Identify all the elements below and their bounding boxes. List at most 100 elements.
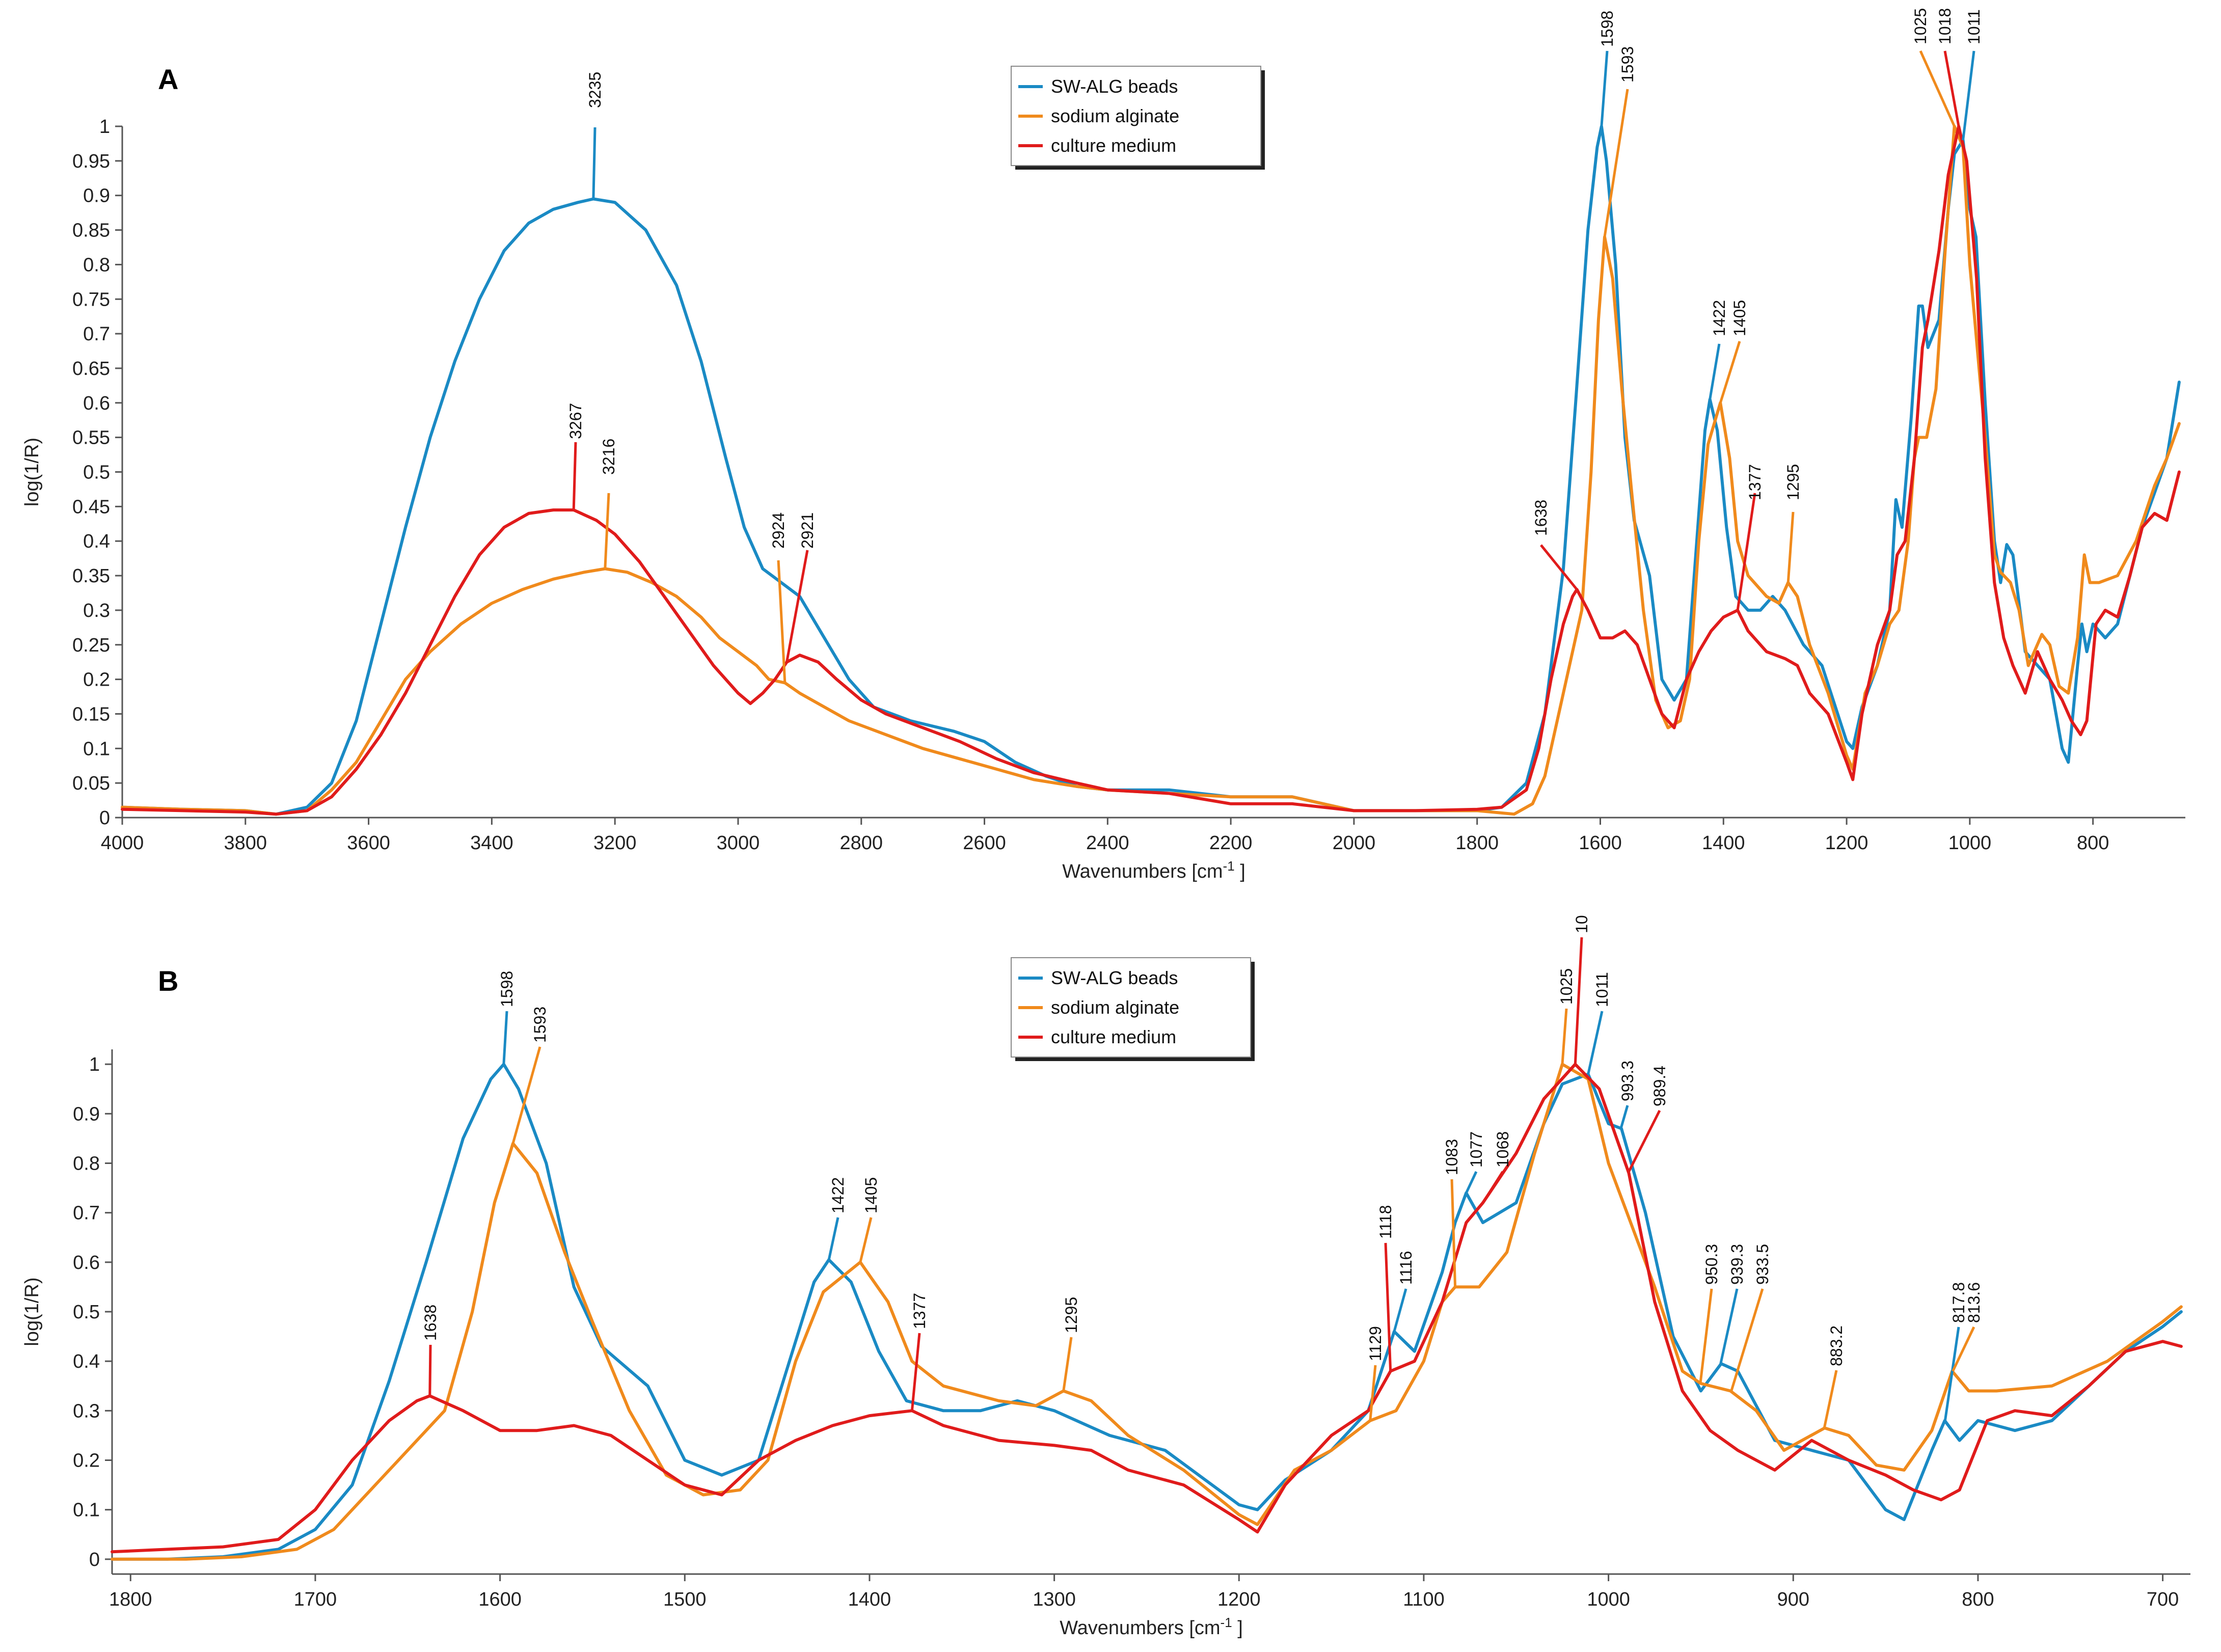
y-tick-label: 0.5	[73, 1302, 100, 1323]
x-tick-label: 700	[2147, 1589, 2179, 1610]
peak-label: 1068	[1494, 1131, 1512, 1168]
x-tick-label: 800	[1962, 1589, 1994, 1610]
y-tick-label: 0	[99, 807, 110, 829]
peak-label: 1593	[1618, 46, 1637, 83]
y-tick-label: 0.05	[72, 773, 110, 794]
peak-label: 1011	[1965, 9, 1983, 44]
peak-leader-line	[592, 127, 597, 199]
peak-leader-line	[1393, 1288, 1407, 1332]
peak-label: 1025	[1557, 968, 1576, 1005]
peak-label: 1638	[1532, 500, 1550, 536]
series-line-sodium-alginate	[111, 1063, 2183, 1561]
y-tick-label: 0.6	[73, 1252, 100, 1274]
x-tick-label: 1000	[1948, 832, 1992, 854]
x-tick-label: 3200	[593, 832, 637, 854]
y-tick-label: 0.55	[72, 427, 110, 449]
x-tick-label: 4000	[101, 832, 144, 854]
peak-label: 1377	[910, 1293, 929, 1329]
peak-leader-line	[1919, 50, 1956, 127]
peak-label: 3235	[586, 72, 604, 108]
y-tick-label: 0	[89, 1549, 100, 1570]
peak-label: 10	[1573, 915, 1591, 933]
peak-label: 1083	[1443, 1139, 1461, 1175]
y-tick-label: 0.85	[72, 220, 110, 241]
x-tick-label: 1800	[109, 1589, 152, 1610]
peak-label: 1295	[1784, 464, 1802, 500]
series-line-sw-alg-beads	[111, 1063, 2183, 1561]
peak-label: 939.3	[1728, 1244, 1746, 1285]
peak-label: 813.6	[1965, 1282, 1983, 1323]
peak-leader-line	[1561, 1008, 1568, 1065]
panel-letter: A	[158, 63, 178, 95]
legend-box	[1011, 66, 1261, 166]
peak-leader-line	[572, 442, 577, 510]
y-tick-label: 0.7	[83, 323, 110, 345]
peak-leader-line	[1943, 1326, 1960, 1421]
x-tick-label: 3000	[717, 832, 760, 854]
peak-leader-line	[604, 493, 610, 569]
peak-leader-line	[1062, 1337, 1073, 1391]
peak-label: 1077	[1467, 1131, 1485, 1168]
peak-label: 1638	[421, 1305, 440, 1341]
peak-leader-line	[1699, 1288, 1713, 1384]
x-tick-label: 1200	[1825, 832, 1868, 854]
x-axis-label: Wavenumbers [cm-1 ]	[1062, 858, 1245, 882]
x-tick-label: 3400	[470, 832, 513, 854]
y-tick-label: 0.3	[83, 600, 110, 621]
series-line-culture-medium	[121, 125, 2181, 816]
x-tick-label: 1700	[294, 1589, 337, 1610]
peak-label: 1405	[862, 1177, 880, 1213]
x-tick-label: 1000	[1587, 1589, 1630, 1610]
legend: SW-ALG beads sodium alginate culture mediu…	[1011, 957, 1255, 1061]
legend-entry: SW-ALG beads	[1051, 967, 1178, 988]
series-line-culture-medium	[111, 1063, 2183, 1554]
peak-leader-line	[1600, 50, 1609, 127]
peak-label: 1422	[1710, 300, 1728, 336]
peak-label: 1598	[1598, 11, 1616, 47]
y-tick-label: 1	[99, 116, 110, 138]
y-tick-label: 0.4	[83, 531, 110, 552]
y-tick-label: 0.65	[72, 358, 110, 380]
peak-leader-line	[1369, 1365, 1377, 1421]
x-tick-label: 2800	[839, 832, 883, 854]
y-tick-label: 0.1	[73, 1500, 100, 1521]
legend-entry: culture medium	[1051, 135, 1176, 156]
peak-label: 933.5	[1753, 1244, 1772, 1285]
y-tick-label: 0.9	[73, 1103, 100, 1125]
peak-leader-line	[1952, 1326, 1975, 1372]
peak-leader-line	[1603, 89, 1629, 237]
peak-leader-line	[827, 1217, 839, 1260]
peak-label: 3267	[566, 403, 585, 439]
y-tick-label: 0.9	[83, 185, 110, 207]
y-tick-label: 0.3	[73, 1400, 100, 1422]
y-tick-label: 0.7	[73, 1203, 100, 1224]
peak-label: 1018	[1936, 8, 1954, 44]
peak-label: 1118	[1376, 1205, 1395, 1239]
legend-entry: sodium alginate	[1051, 105, 1179, 126]
legend-entry: sodium alginate	[1051, 997, 1179, 1018]
peak-leader-line	[1627, 1109, 1661, 1174]
y-tick-label: 0.8	[73, 1153, 100, 1174]
peak-label: 2921	[798, 512, 817, 549]
peak-leader-line	[1962, 50, 1975, 141]
peak-label: 2924	[769, 512, 788, 549]
y-tick-label: 0.2	[83, 669, 110, 691]
peak-label: 950.3	[1702, 1244, 1721, 1285]
peak-leader-line	[1943, 50, 1960, 127]
peak-leader-line	[1574, 937, 1583, 1065]
peak-label: 993.3	[1618, 1061, 1637, 1101]
x-tick-label: 1400	[848, 1589, 891, 1610]
y-tick-label: 0.8	[83, 254, 110, 276]
peak-label: 1025	[1911, 8, 1930, 44]
y-tick-label: 0.5	[83, 462, 110, 483]
x-tick-label: 2200	[1209, 832, 1253, 854]
x-tick-label: 1200	[1217, 1589, 1261, 1610]
peak-leader-line	[859, 1217, 873, 1263]
x-tick-label: 1400	[1702, 832, 1745, 854]
peak-leader-line	[1736, 493, 1756, 611]
x-tick-label: 1100	[1403, 1589, 1445, 1610]
peak-leader-line	[1540, 544, 1578, 590]
peak-label: 1011	[1593, 972, 1611, 1007]
